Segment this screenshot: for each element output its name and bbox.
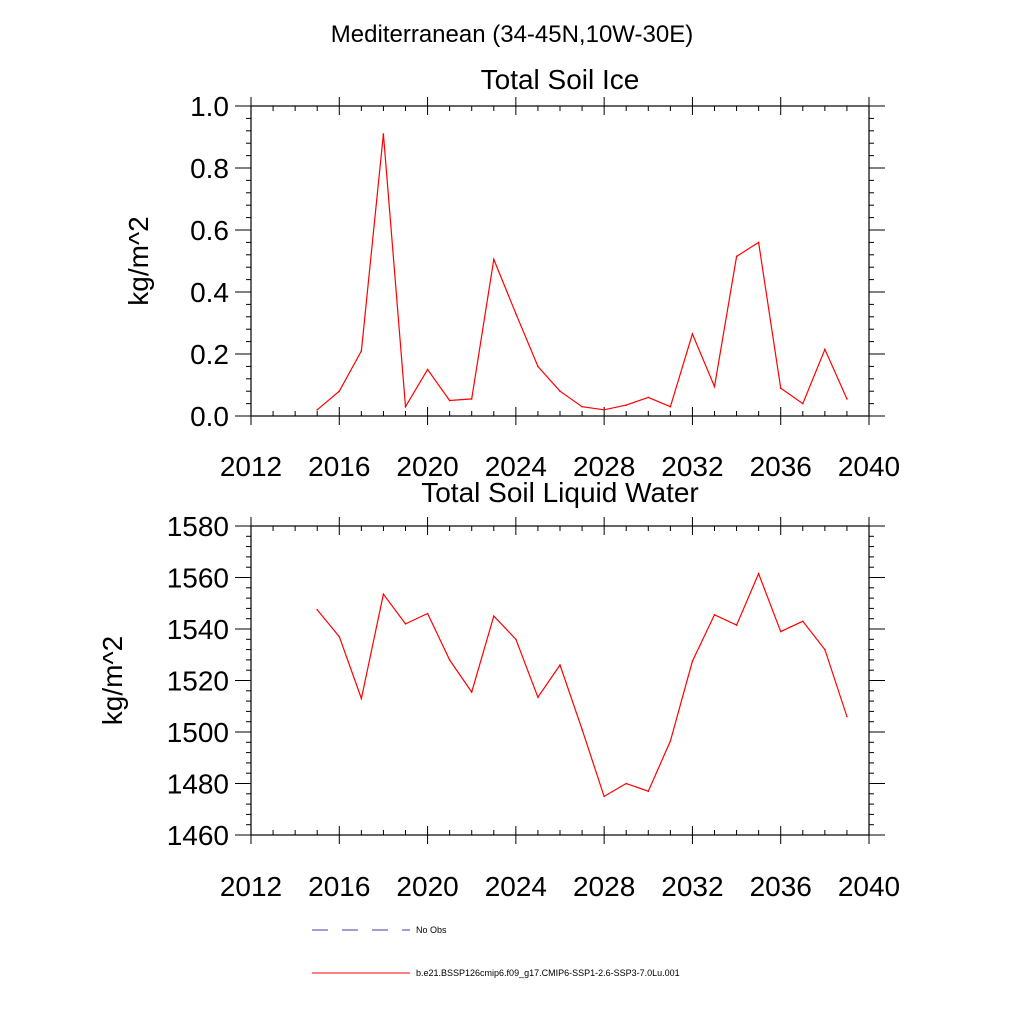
plot-frame — [250, 525, 870, 836]
data-point — [515, 638, 517, 641]
y-tick-label: 0.8 — [190, 153, 229, 184]
x-tick-label: 2020 — [396, 871, 458, 902]
y-tick-label: 1560 — [167, 563, 229, 594]
figure-title: Mediterranean (34-45N,10W-30E) — [331, 21, 693, 48]
series-line — [316, 571, 848, 798]
legend: No Obs b.e21.BSSP126cmip6.f09_g17.CMIP6-… — [312, 925, 680, 978]
data-point — [382, 593, 385, 596]
y-tick-label: 1460 — [167, 820, 229, 851]
x-tick-label: 2012 — [220, 871, 282, 902]
data-point — [492, 258, 495, 261]
data-point — [691, 333, 694, 335]
legend-item-model-run: b.e21.BSSP126cmip6.f09_g17.CMIP6-SSP1-2.… — [312, 968, 680, 978]
x-tick-label: 2024 — [485, 451, 547, 482]
data-point — [448, 659, 451, 661]
x-tick-label: 2032 — [661, 451, 723, 482]
data-point — [470, 691, 473, 693]
x-tick-label: 2036 — [750, 871, 812, 902]
data-point — [713, 614, 716, 616]
data-point — [448, 399, 451, 402]
x-tick-label: 2016 — [308, 871, 370, 902]
panel-total-soil-ice: Total Soil Ice 2012 2016 2020 2024 2028 2032 2… — [123, 64, 900, 482]
legend-label: No Obs — [416, 925, 447, 935]
y-tick-label: 1580 — [167, 511, 229, 542]
x-tick-label: 2040 — [838, 451, 900, 482]
data-point — [824, 348, 826, 351]
x-tick-label: 2036 — [750, 451, 812, 482]
data-point — [515, 312, 517, 315]
data-point — [824, 648, 826, 651]
data-point — [559, 664, 561, 666]
data-point — [846, 398, 848, 400]
plot-frame — [250, 105, 870, 417]
data-point — [338, 635, 341, 638]
data-point — [801, 402, 804, 405]
data-point — [625, 404, 628, 406]
data-point — [691, 660, 694, 662]
data-point — [338, 390, 341, 393]
data-point — [492, 615, 495, 617]
y-tick-label: 1500 — [167, 717, 229, 748]
data-point — [404, 405, 407, 408]
data-point — [625, 782, 628, 785]
data-point — [779, 630, 782, 633]
data-point — [757, 572, 760, 575]
y-tick-label: 0.4 — [190, 277, 229, 308]
data-point — [647, 790, 650, 793]
y-axis-label: kg/m^2 — [97, 636, 128, 725]
x-tick-label: 2028 — [573, 871, 635, 902]
series-line — [316, 133, 848, 411]
panel-total-soil-liquid-water: Total Soil Liquid Water 2012 2016 2020 2024… — [97, 477, 900, 902]
data-point — [316, 608, 319, 611]
x-tick-label: 2012 — [220, 451, 282, 482]
legend-label: b.e21.BSSP126cmip6.f09_g17.CMIP6-SSP1-2.… — [416, 968, 680, 978]
data-point — [470, 398, 473, 400]
data-point — [801, 620, 804, 623]
data-point — [647, 396, 650, 399]
panel-title: Total Soil Ice — [481, 64, 640, 95]
y-tick-label: 1540 — [167, 614, 229, 645]
data-point — [603, 795, 605, 798]
data-point — [537, 696, 539, 699]
data-point — [316, 409, 319, 411]
x-tick-label: 2028 — [573, 451, 635, 482]
x-tick-label: 2020 — [396, 451, 458, 482]
y-tick-label: 1480 — [167, 769, 229, 800]
legend-item-no-obs: No Obs — [312, 925, 447, 935]
data-point — [779, 387, 782, 389]
data-point — [757, 241, 760, 244]
data-point — [846, 715, 848, 718]
y-tick-label: 0.2 — [190, 339, 229, 370]
x-tick-label: 2032 — [661, 871, 723, 902]
data-point — [404, 623, 407, 625]
y-axis-label: kg/m^2 — [123, 216, 154, 305]
data-point — [426, 368, 429, 371]
y-tick-label: 0.0 — [190, 401, 229, 432]
data-point — [581, 728, 583, 731]
data-point — [382, 133, 385, 135]
panel-title: Total Soil Liquid Water — [421, 477, 699, 508]
data-point — [669, 405, 672, 408]
data-point — [537, 365, 539, 368]
data-point — [360, 350, 363, 352]
data-point — [735, 624, 738, 626]
y-tick-label: 1520 — [167, 666, 229, 697]
x-tick-label: 2016 — [308, 451, 370, 482]
data-point — [735, 255, 738, 258]
data-point — [581, 405, 583, 408]
x-tick-label: 2024 — [485, 871, 547, 902]
y-tick-label: 0.6 — [190, 215, 229, 246]
x-tick-label: 2040 — [838, 871, 900, 902]
data-point — [559, 390, 561, 393]
y-tick-label: 1.0 — [190, 91, 229, 122]
data-point — [360, 697, 363, 700]
data-point — [713, 385, 716, 388]
data-point — [603, 409, 605, 411]
data-point — [426, 612, 429, 615]
data-point — [669, 740, 672, 742]
